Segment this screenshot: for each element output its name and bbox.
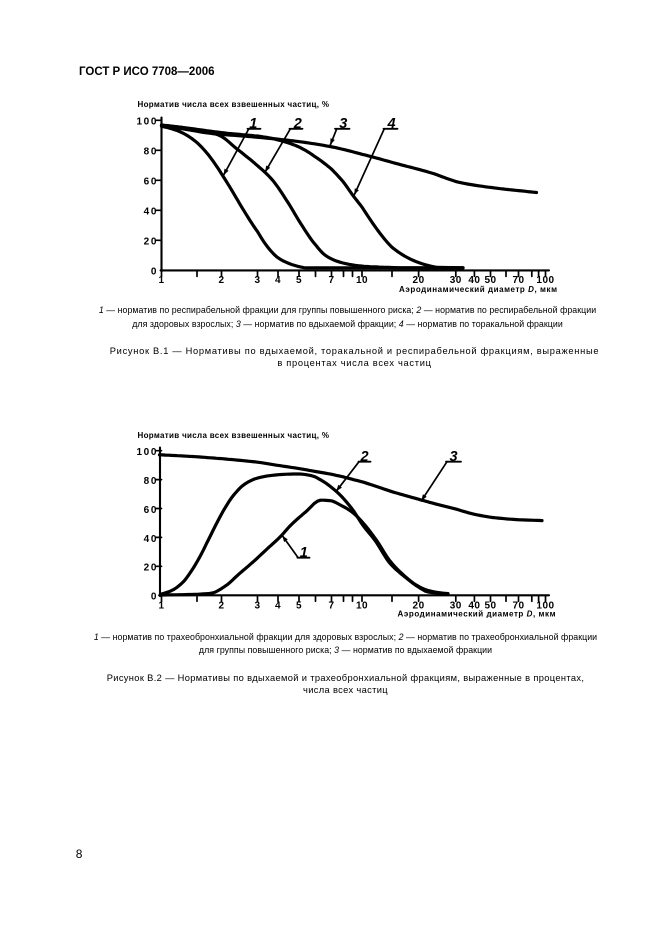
svg-text:70: 70 — [512, 275, 524, 286]
svg-text:60: 60 — [144, 505, 158, 516]
svg-text:2: 2 — [218, 600, 224, 611]
svg-text:50: 50 — [484, 600, 496, 611]
svg-text:50: 50 — [484, 275, 496, 286]
svg-text:20: 20 — [144, 563, 158, 574]
svg-text:4: 4 — [275, 275, 281, 286]
svg-text:10: 10 — [356, 600, 368, 611]
svg-text:2: 2 — [293, 116, 302, 132]
svg-text:Аэродинамический диаметр D, мк: Аэродинамический диаметр D, мкм — [398, 609, 556, 618]
svg-text:100: 100 — [137, 117, 159, 128]
svg-text:10: 10 — [356, 275, 368, 286]
svg-text:4: 4 — [386, 116, 395, 132]
svg-text:Норматив числа всех взвешенных: Норматив числа всех взвешенных частиц, % — [138, 100, 330, 109]
svg-text:5: 5 — [296, 600, 302, 611]
svg-text:3: 3 — [339, 116, 347, 132]
svg-text:5: 5 — [296, 275, 302, 286]
svg-text:0: 0 — [151, 267, 158, 278]
svg-text:40: 40 — [144, 207, 158, 218]
svg-text:80: 80 — [144, 476, 158, 487]
svg-text:100: 100 — [536, 275, 554, 286]
svg-text:4: 4 — [275, 600, 281, 611]
svg-text:60: 60 — [144, 177, 158, 188]
svg-text:1: 1 — [158, 275, 164, 286]
svg-text:40: 40 — [468, 600, 480, 611]
svg-text:20: 20 — [413, 600, 425, 611]
svg-text:2: 2 — [218, 275, 224, 286]
svg-text:30: 30 — [450, 275, 462, 286]
svg-text:3: 3 — [254, 275, 260, 286]
svg-text:1: 1 — [158, 600, 164, 611]
svg-text:100: 100 — [536, 600, 554, 611]
svg-text:40: 40 — [144, 534, 158, 545]
svg-text:Аэродинамический диаметр D, мк: Аэродинамический диаметр D, мкм — [399, 285, 557, 294]
svg-text:2: 2 — [359, 449, 368, 465]
svg-text:3: 3 — [449, 449, 457, 465]
svg-text:40: 40 — [468, 275, 480, 286]
svg-text:1: 1 — [300, 545, 308, 561]
svg-text:0: 0 — [151, 592, 158, 603]
svg-text:Норматив числа всех взвешенных: Норматив числа всех взвешенных частиц, % — [138, 431, 330, 440]
svg-text:1: 1 — [249, 116, 257, 132]
svg-text:7: 7 — [328, 600, 334, 611]
svg-text:80: 80 — [144, 147, 158, 158]
svg-text:100: 100 — [137, 447, 159, 458]
svg-text:30: 30 — [450, 600, 462, 611]
svg-text:3: 3 — [254, 600, 260, 611]
svg-text:70: 70 — [512, 600, 524, 611]
svg-text:20: 20 — [144, 237, 158, 248]
svg-text:7: 7 — [328, 275, 334, 286]
svg-text:20: 20 — [413, 275, 425, 286]
